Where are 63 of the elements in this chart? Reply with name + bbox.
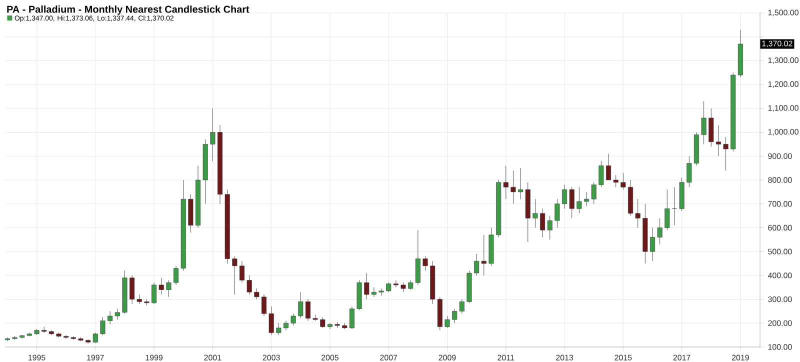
- candlestick: [518, 168, 524, 200]
- candlestick: [474, 254, 480, 276]
- candlestick: [584, 192, 590, 206]
- candlestick: [716, 124, 721, 156]
- candlestick: [408, 280, 414, 290]
- candlestick: [108, 310, 113, 325]
- candlestick: [422, 256, 428, 271]
- candlestick: [481, 234, 486, 276]
- candlestick: [400, 282, 406, 292]
- candlestick: [349, 306, 354, 330]
- candlestick: [562, 184, 568, 209]
- candlestick: [4, 337, 10, 342]
- candlestick: [158, 278, 164, 295]
- candlestick: [686, 156, 692, 188]
- candlestick: [554, 198, 560, 228]
- candlestick: [650, 227, 655, 262]
- candlestick: [591, 182, 596, 204]
- candlestick: [114, 308, 120, 320]
- candlestick: [130, 275, 135, 304]
- candlestick: [320, 316, 326, 328]
- candlestick: [246, 275, 252, 295]
- candlestick: [620, 172, 626, 190]
- candlestick: [290, 313, 296, 326]
- candlestick: [444, 316, 450, 328]
- candlestick: [386, 282, 392, 292]
- candlestick: [664, 189, 670, 230]
- candlestick: [254, 288, 260, 300]
- candlestick: [532, 198, 538, 228]
- candlestick: [268, 306, 274, 336]
- candlestick: [283, 320, 288, 331]
- candlestick: [240, 260, 245, 283]
- candlestick: [598, 160, 604, 188]
- candlestick: [547, 216, 552, 240]
- candlestick: [232, 256, 238, 295]
- candlestick: [657, 218, 662, 245]
- candlestick: [503, 165, 508, 200]
- candlestick: [210, 108, 216, 162]
- candlestick: [364, 272, 370, 300]
- candlestick: [723, 136, 728, 171]
- candlestick: [393, 280, 398, 288]
- candlestick: [327, 322, 332, 330]
- candlestick: [262, 294, 266, 316]
- candlestick: [305, 299, 310, 322]
- candlestick: [276, 322, 282, 336]
- candlestick: [510, 170, 516, 204]
- candlestick: [708, 108, 714, 147]
- candlestick: [371, 287, 376, 298]
- candlestick: [569, 186, 574, 218]
- candlestick: [415, 230, 420, 286]
- candlestick: [540, 208, 546, 238]
- candlestick: [174, 266, 179, 286]
- candlestick: [606, 154, 612, 180]
- candlestick: [635, 198, 640, 228]
- candlestick: [298, 292, 304, 319]
- candlestick: [672, 186, 677, 226]
- candlestick: [166, 280, 172, 298]
- candlestick: [100, 316, 106, 336]
- candlestick: [152, 282, 157, 304]
- candlestick: [576, 186, 582, 214]
- candlestick: [701, 101, 706, 144]
- candlestick: [136, 294, 142, 304]
- candlestick: [613, 174, 618, 188]
- chart-title: PA - Palladium - Monthly Nearest Candlestick Chart: [7, 6, 250, 15]
